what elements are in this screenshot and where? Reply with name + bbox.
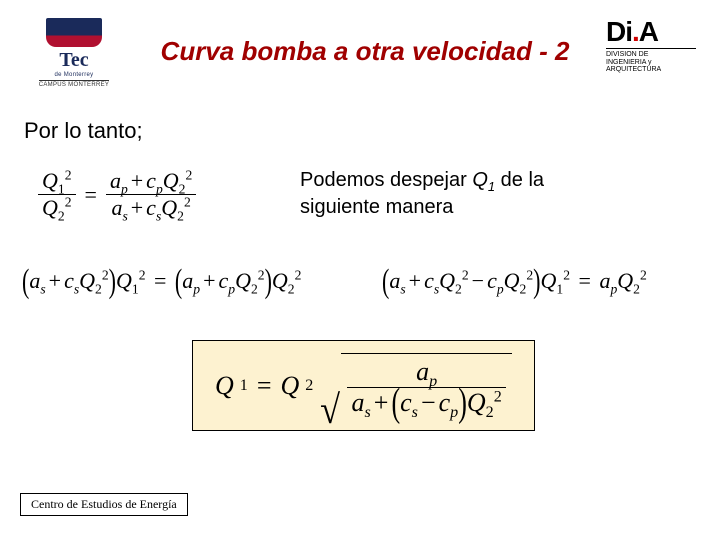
logo-dia-text: Di.A bbox=[606, 18, 696, 46]
logo-tec-name: Tec bbox=[59, 49, 88, 72]
header: Tec de Monterrey CAMPUS MONTERREY Curva … bbox=[24, 18, 696, 88]
slide-title-wrap: Curva bomba a otra velocidad - 2 bbox=[124, 18, 606, 67]
slide-title: Curva bomba a otra velocidad - 2 bbox=[124, 36, 606, 67]
equation-ratio: Q12 Q22 = ap+cpQ22 as+csQ22 bbox=[38, 168, 196, 221]
intro-text: Por lo tanto; bbox=[24, 118, 143, 144]
desc-var: Q bbox=[472, 169, 488, 191]
slide: Tec de Monterrey CAMPUS MONTERREY Curva … bbox=[0, 0, 720, 540]
equation-step3: (as+csQ22−cpQ22)Q12 = apQ22 bbox=[382, 268, 647, 294]
desc-line2: siguiente manera bbox=[300, 196, 453, 218]
desc-prefix: Podemos despejar bbox=[300, 169, 472, 191]
equation-result: Q1=Q2 √ ap as+(cs−cp)Q22 bbox=[215, 353, 512, 418]
logo-dia-subtitle: DIVISION DE INGENIERIA y ARQUITECTURA bbox=[606, 48, 696, 74]
desc-suffix: de la bbox=[495, 169, 544, 191]
logo-tec-institution: de Monterrey bbox=[55, 72, 94, 78]
logo-dia: Di.A DIVISION DE INGENIERIA y ARQUITECTU… bbox=[606, 18, 696, 74]
equation-step2: (as+csQ22)Q12 = (ap+cpQ22)Q22 bbox=[22, 268, 301, 294]
footer-credit: Centro de Estudios de Energía bbox=[20, 493, 188, 516]
logo-tec-monterrey: Tec de Monterrey CAMPUS MONTERREY bbox=[24, 18, 124, 88]
logo-tec-campus: CAMPUS MONTERREY bbox=[39, 80, 109, 88]
tec-crest-icon bbox=[46, 18, 102, 47]
solve-description: Podemos despejar Q1 de la siguiente mane… bbox=[300, 168, 544, 220]
equation-result-box: Q1=Q2 √ ap as+(cs−cp)Q22 bbox=[192, 340, 535, 431]
